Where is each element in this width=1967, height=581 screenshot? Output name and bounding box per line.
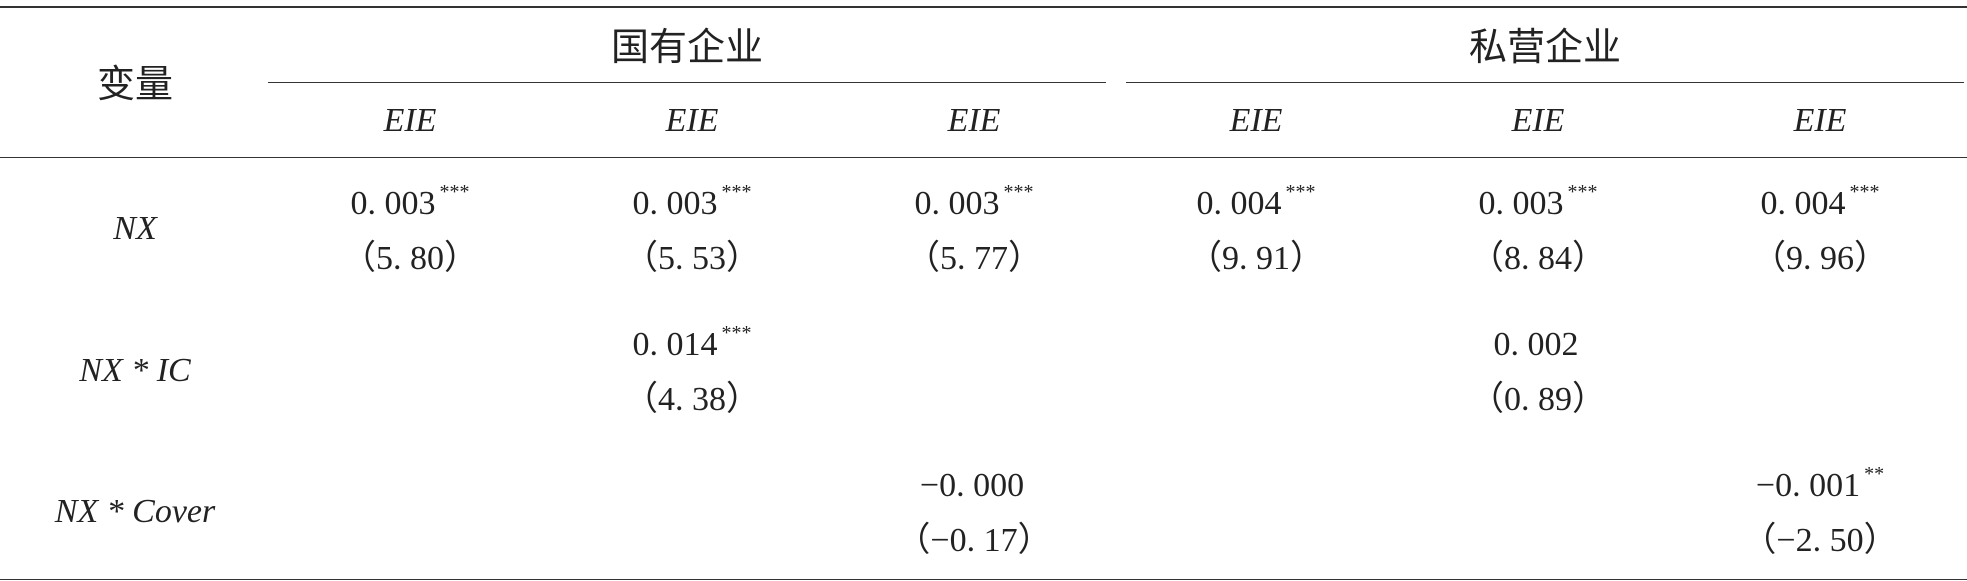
row-label: NX * IC — [79, 352, 191, 389]
significance-stars: *** — [1285, 181, 1316, 203]
coefficient: −0. 000 — [919, 467, 1025, 504]
significance-stars: *** — [1567, 181, 1598, 203]
row-label: NX * Cover — [54, 493, 216, 530]
t-statistic: （5. 80） — [342, 240, 478, 277]
significance-stars: *** — [439, 181, 470, 203]
t-statistic: （−2. 50） — [1742, 522, 1898, 559]
coefficient: 0. 004 *** — [1196, 181, 1316, 222]
soe-group-rule — [268, 82, 1106, 83]
coefficient: 0. 002 — [1493, 326, 1579, 363]
coefficient: 0. 003 *** — [350, 181, 470, 222]
t-statistic: （8. 84） — [1470, 240, 1606, 277]
t-statistic: （5. 77） — [906, 240, 1042, 277]
column-header: EIE — [383, 102, 437, 139]
t-statistic: （9. 96） — [1752, 240, 1888, 277]
coefficient: 0. 003 *** — [914, 181, 1034, 222]
t-statistic: （5. 53） — [624, 240, 760, 277]
row-label: NX — [113, 210, 157, 247]
table-top-rule — [0, 6, 1967, 8]
table-bottom-rule — [0, 579, 1967, 580]
t-statistic: （−0. 17） — [896, 522, 1052, 559]
coefficient: −0. 001 ** — [1755, 463, 1885, 504]
coefficient: 0. 004 *** — [1760, 181, 1880, 222]
coefficient: 0. 003 *** — [1478, 181, 1598, 222]
column-header: EIE — [665, 102, 719, 139]
private-group-rule — [1126, 82, 1964, 83]
column-header: EIE — [947, 102, 1001, 139]
variable-header: 变量 — [96, 62, 173, 106]
soe-group-header: 国有企业 — [610, 25, 763, 69]
private-group-header: 私营企业 — [1468, 25, 1621, 69]
significance-stars: *** — [721, 322, 752, 344]
significance-stars: *** — [1003, 181, 1034, 203]
significance-stars: ** — [1864, 463, 1885, 485]
coefficient: 0. 014 *** — [632, 322, 752, 363]
column-header: EIE — [1793, 102, 1847, 139]
column-header: EIE — [1511, 102, 1565, 139]
significance-stars: *** — [1849, 181, 1880, 203]
header-bottom-rule — [0, 157, 1967, 158]
t-statistic: （0. 89） — [1470, 381, 1606, 418]
significance-stars: *** — [721, 181, 752, 203]
t-statistic: （9. 91） — [1188, 240, 1324, 277]
column-header: EIE — [1229, 102, 1283, 139]
coefficient: 0. 003 *** — [632, 181, 752, 222]
t-statistic: （4. 38） — [624, 381, 760, 418]
